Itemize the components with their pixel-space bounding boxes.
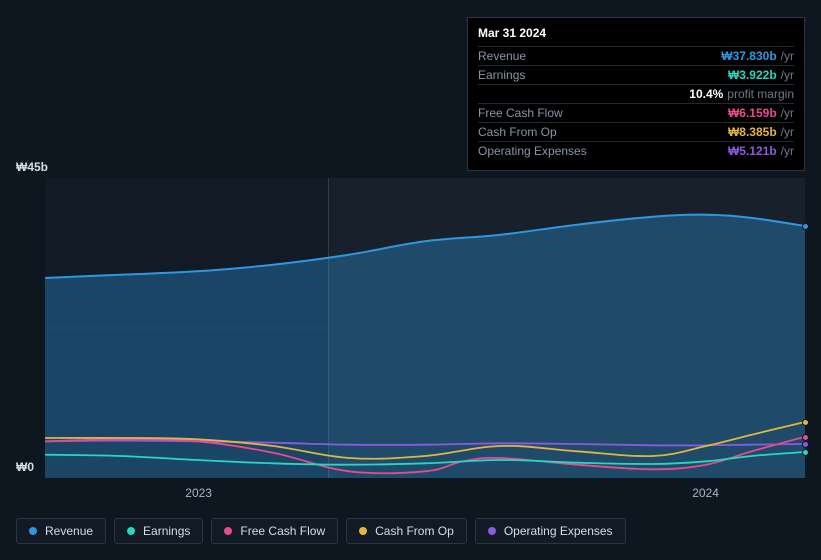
- tooltip-row-label: Free Cash Flow: [478, 106, 563, 120]
- yaxis-label-bottom: ₩0: [16, 460, 34, 474]
- legend-item-free-cash-flow[interactable]: Free Cash Flow: [211, 518, 338, 544]
- xaxis-label: 2023: [185, 486, 212, 500]
- legend-label: Free Cash Flow: [240, 524, 325, 538]
- legend-dot: [488, 527, 496, 535]
- chart-svg: [45, 178, 805, 478]
- series-end-marker: [802, 441, 809, 448]
- tooltip-row-label: Operating Expenses: [478, 144, 587, 158]
- series-end-marker: [802, 419, 809, 426]
- tooltip-date: Mar 31 2024: [478, 26, 794, 40]
- chart-legend: Revenue Earnings Free Cash Flow Cash Fro…: [16, 518, 626, 544]
- chart-plot-area[interactable]: [45, 178, 805, 478]
- xaxis-label: 2024: [692, 486, 719, 500]
- financial-chart[interactable]: ₩45b ₩0 20232024: [16, 160, 805, 480]
- legend-dot: [359, 527, 367, 535]
- legend-item-cash-from-op[interactable]: Cash From Op: [346, 518, 467, 544]
- legend-label: Cash From Op: [375, 524, 454, 538]
- legend-label: Revenue: [45, 524, 93, 538]
- legend-item-earnings[interactable]: Earnings: [114, 518, 203, 544]
- tooltip-row-value: ₩5.121b/yr: [728, 144, 794, 158]
- legend-label: Operating Expenses: [504, 524, 613, 538]
- tooltip-row: Cash From Op ₩8.385b/yr: [478, 122, 794, 141]
- tooltip-row: Free Cash Flow ₩6.159b/yr: [478, 103, 794, 122]
- legend-dot: [127, 527, 135, 535]
- legend-label: Earnings: [143, 524, 190, 538]
- tooltip-row-label: Earnings: [478, 68, 525, 82]
- tooltip-row-value: 10.4%profit margin: [689, 87, 794, 101]
- legend-item-operating-expenses[interactable]: Operating Expenses: [475, 518, 626, 544]
- chart-tooltip: Mar 31 2024 Revenue ₩37.830b/yr Earnings ₩3…: [467, 17, 805, 171]
- tooltip-row: Revenue ₩37.830b/yr: [478, 46, 794, 65]
- tooltip-row: Earnings ₩3.922b/yr: [478, 65, 794, 84]
- tooltip-row: Operating Expenses ₩5.121b/yr: [478, 141, 794, 160]
- tooltip-row-value: ₩37.830b/yr: [721, 49, 794, 63]
- tooltip-row-value: ₩8.385b/yr: [728, 125, 794, 139]
- series-end-marker: [802, 449, 809, 456]
- tooltip-row: 10.4%profit margin: [478, 84, 794, 103]
- tooltip-row-label: Cash From Op: [478, 125, 557, 139]
- series-end-marker: [802, 434, 809, 441]
- yaxis-label-top: ₩45b: [16, 160, 48, 174]
- tooltip-row-value: ₩3.922b/yr: [728, 68, 794, 82]
- tooltip-row-label: Revenue: [478, 49, 526, 63]
- legend-item-revenue[interactable]: Revenue: [16, 518, 106, 544]
- legend-dot: [224, 527, 232, 535]
- series-end-marker: [802, 223, 809, 230]
- tooltip-row-value: ₩6.159b/yr: [728, 106, 794, 120]
- legend-dot: [29, 527, 37, 535]
